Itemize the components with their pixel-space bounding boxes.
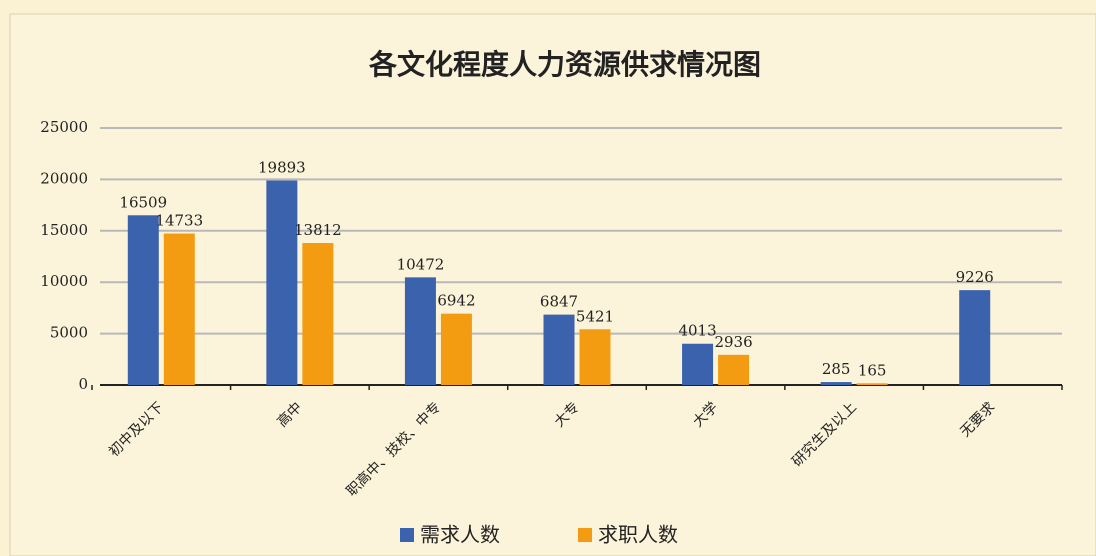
chart-title: 各文化程度人力资源供求情况图 [368,48,761,81]
bar [682,343,714,385]
data-label: 5421 [576,307,614,325]
bar [127,215,159,385]
legend-label: 需求人数 [420,523,500,547]
data-label: 4013 [678,322,716,340]
data-label: 165 [858,361,887,379]
data-label: 16509 [119,193,167,211]
data-label: 6942 [437,292,475,310]
bar [266,180,298,385]
data-label: 19893 [258,158,306,176]
data-label: 285 [822,360,851,378]
data-label: 6847 [540,293,578,311]
data-label: 14733 [155,212,203,230]
bar [163,233,195,385]
data-label: 10472 [397,255,445,273]
bar [959,290,991,385]
bar [718,354,750,385]
bar [579,329,611,385]
bar [820,382,852,385]
legend-swatch [578,528,592,542]
y-tick-label: 5000 [50,324,88,342]
bar [543,314,575,385]
y-tick-label: 15000 [40,221,88,239]
data-label: 13812 [294,221,342,239]
y-tick-label: 0 [78,375,88,393]
bar [404,277,436,385]
y-tick-label: 20000 [40,169,88,187]
y-tick-label: 25000 [40,118,88,136]
y-tick-label: 10000 [40,272,88,290]
legend-label: 求职人数 [598,523,678,547]
data-label: 2936 [714,333,752,351]
bar [856,383,888,385]
bar [302,243,334,385]
legend-swatch [400,528,414,542]
data-label: 9226 [956,268,994,286]
bar [440,313,472,385]
